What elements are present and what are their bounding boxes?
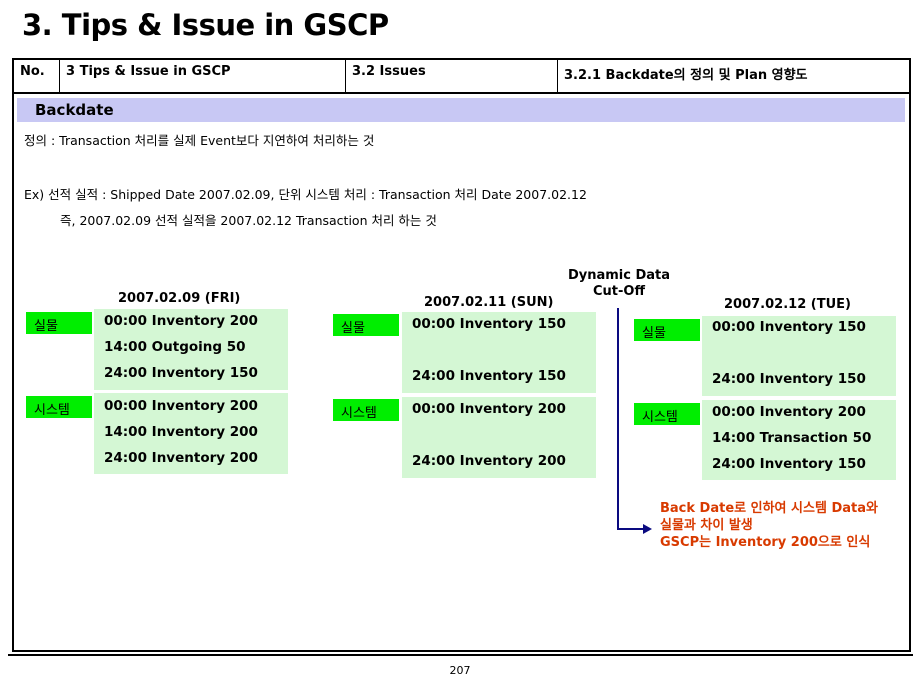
day1-system-line: 14:00 Inventory 200 bbox=[104, 424, 258, 440]
arrow-right-icon bbox=[643, 524, 652, 534]
definition-text: 정의 : Transaction 처리를 실제 Event보다 지연하여 처리하… bbox=[24, 133, 375, 148]
section-band: Backdate bbox=[17, 98, 905, 122]
band-title: Backdate bbox=[35, 101, 114, 119]
day3-system-label: 시스템 bbox=[634, 403, 700, 425]
day3-date: 2007.02.12 (TUE) bbox=[724, 297, 851, 312]
day1-actual-line: 14:00 Outgoing 50 bbox=[104, 339, 246, 355]
day2-system-box bbox=[402, 397, 596, 478]
day1-system-label: 시스템 bbox=[26, 396, 92, 418]
example-line-1: Ex) 선적 실적 : Shipped Date 2007.02.09, 단위 … bbox=[24, 187, 587, 202]
content-frame: No. 3 Tips & Issue in GSCP 3.2 Issues 3.… bbox=[12, 58, 911, 652]
day1-system-line: 00:00 Inventory 200 bbox=[104, 398, 258, 414]
day2-system-line: 00:00 Inventory 200 bbox=[412, 401, 566, 417]
day3-actual-line: 00:00 Inventory 150 bbox=[712, 319, 866, 335]
header-no: No. bbox=[14, 60, 60, 92]
note-line-3: GSCP는 Inventory 200으로 인식 bbox=[660, 535, 871, 550]
day2-actual-line: 00:00 Inventory 150 bbox=[412, 316, 566, 332]
header-section: 3.2 Issues bbox=[346, 60, 558, 92]
day3-actual-label: 실물 bbox=[634, 319, 700, 341]
header-table: No. 3 Tips & Issue in GSCP 3.2 Issues 3.… bbox=[14, 60, 909, 94]
header-subsection: 3.2.1 Backdate의 정의 및 Plan 영향도 bbox=[564, 68, 808, 83]
day2-actual-box bbox=[402, 312, 596, 393]
day2-actual-line: 24:00 Inventory 150 bbox=[412, 368, 566, 384]
day2-date: 2007.02.11 (SUN) bbox=[424, 295, 554, 310]
day1-system-line: 24:00 Inventory 200 bbox=[104, 450, 258, 466]
page-number: 207 bbox=[449, 664, 471, 677]
day1-system-box bbox=[94, 393, 288, 474]
day2-system-label: 시스템 bbox=[333, 399, 399, 421]
cutoff-line-1: Dynamic Data bbox=[567, 268, 671, 283]
cutoff-arrow-shaft bbox=[617, 528, 645, 530]
day3-system-line: 24:00 Inventory 150 bbox=[712, 456, 866, 472]
cutoff-line-2: Cut-Off bbox=[593, 284, 645, 299]
cutoff-line bbox=[617, 308, 619, 530]
day2-actual-label: 실물 bbox=[333, 314, 399, 336]
cutoff-label: Dynamic Data Cut-Off bbox=[560, 268, 678, 300]
day3-actual-box bbox=[702, 316, 896, 396]
day1-actual-box bbox=[94, 309, 288, 390]
day1-actual-line: 00:00 Inventory 200 bbox=[104, 313, 258, 329]
day1-actual-line: 24:00 Inventory 150 bbox=[104, 365, 258, 381]
day3-system-line: 00:00 Inventory 200 bbox=[712, 404, 866, 420]
day3-system-line: 14:00 Transaction 50 bbox=[712, 430, 872, 446]
day3-actual-line: 24:00 Inventory 150 bbox=[712, 371, 866, 387]
note-line-1: Back Date로 인하여 시스템 Data와 bbox=[660, 501, 878, 516]
day3-system-box bbox=[702, 400, 896, 480]
header-chapter: 3 Tips & Issue in GSCP bbox=[60, 60, 346, 92]
example-line-2: 즉, 2007.02.09 선적 실적을 2007.02.12 Transact… bbox=[60, 213, 437, 228]
bottom-rule bbox=[8, 654, 913, 656]
day2-system-line: 24:00 Inventory 200 bbox=[412, 453, 566, 469]
day1-actual-label: 실물 bbox=[26, 312, 92, 334]
note-line-2: 실물과 차이 발생 bbox=[660, 518, 753, 533]
day1-date: 2007.02.09 (FRI) bbox=[118, 291, 241, 306]
page-title: 3. Tips & Issue in GSCP bbox=[22, 8, 389, 42]
